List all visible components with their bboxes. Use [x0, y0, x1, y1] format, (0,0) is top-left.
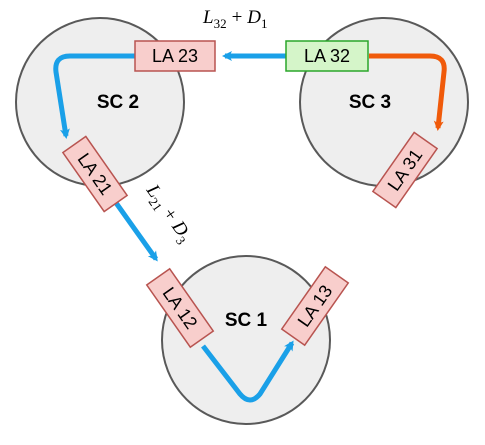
- la13-rect: [281, 266, 349, 346]
- edge-label-top-d-sub: 1: [261, 16, 268, 31]
- edge-label-top-d: D: [246, 7, 261, 28]
- la23-rect: [135, 41, 215, 71]
- sc2-label: SC 2: [97, 92, 139, 113]
- edge-label-top-l: L: [202, 7, 214, 28]
- la32-rect: [286, 41, 368, 71]
- la23-label: LA 23: [152, 46, 198, 66]
- la32-label: LA 32: [304, 46, 350, 66]
- la32-box: LA 32: [285, 40, 369, 72]
- la31-border: [371, 131, 439, 209]
- la12-border: [145, 267, 215, 349]
- la23-border: [134, 40, 216, 72]
- edge-label-top: L32 + D1: [202, 7, 268, 31]
- arrow-la12-to-la13: [201, 340, 295, 403]
- la21-rect: [62, 136, 128, 212]
- sc1-circle: [161, 255, 331, 425]
- la23-box: LA 23: [134, 40, 216, 72]
- arrow-la23-to-la21: [53, 53, 136, 139]
- la12-rect: [146, 268, 214, 348]
- edge-label-top-l-sub: 32: [214, 16, 227, 31]
- la32-border: [285, 40, 369, 72]
- la21-border: [61, 135, 129, 213]
- edge-label-left-text: L21+D3: [139, 180, 196, 247]
- edge-label-left: L21+D3: [139, 180, 196, 247]
- sc3-label: SC 3: [349, 92, 391, 113]
- la13-border: [280, 265, 350, 347]
- arrow-la32-to-la31: [369, 53, 447, 131]
- edge-label-top-plus: +: [232, 7, 243, 28]
- sc1-label: SC 1: [225, 310, 268, 331]
- la31-rect: [372, 132, 438, 208]
- arrow-la21-to-la12: [111, 198, 159, 262]
